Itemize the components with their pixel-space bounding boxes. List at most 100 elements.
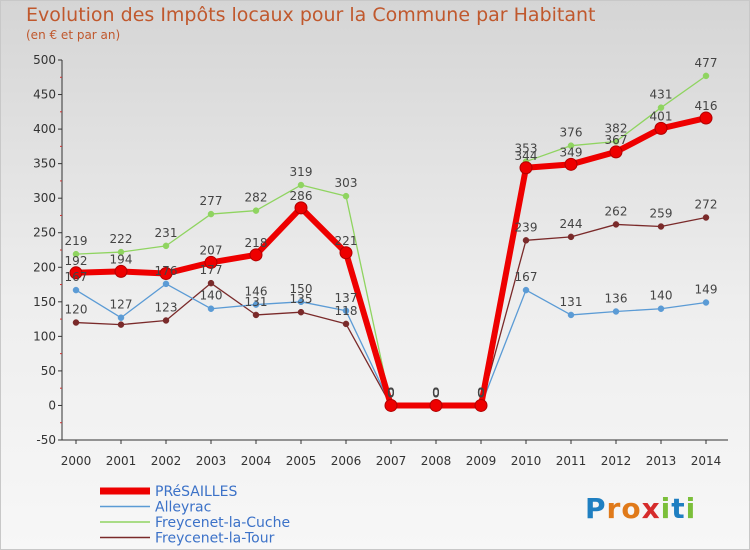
proxiti-logo: Proxiti	[585, 492, 696, 525]
data-label: 277	[200, 194, 223, 208]
data-point	[162, 242, 170, 250]
x-tick-label: 2014	[691, 454, 722, 468]
data-point	[567, 142, 575, 149]
x-tick-label: 2012	[601, 454, 632, 468]
data-label: 167	[515, 270, 538, 284]
data-label: 137	[335, 291, 358, 305]
data-point	[204, 255, 218, 269]
data-point	[252, 207, 260, 214]
logo-letter: t	[671, 492, 686, 525]
data-label: 0	[477, 385, 485, 399]
data-point	[522, 237, 530, 244]
data-point	[297, 308, 305, 316]
data-point	[72, 250, 80, 258]
data-point	[342, 320, 350, 328]
data-point	[609, 145, 623, 159]
data-label: 176	[155, 264, 178, 278]
data-point	[342, 307, 350, 315]
data-label: 431	[650, 88, 673, 102]
data-point	[117, 314, 125, 321]
legend-label: Freycenet-la-Tour	[155, 531, 275, 547]
data-label: 135	[290, 292, 313, 306]
data-point	[252, 301, 260, 308]
data-label: 0	[432, 385, 440, 399]
data-label: 282	[245, 191, 268, 205]
data-point	[294, 201, 308, 215]
data-label: 353	[515, 142, 538, 156]
logo-letter: x	[641, 492, 661, 525]
data-point	[117, 321, 125, 328]
y-tick-label: 350	[33, 157, 56, 171]
data-label: 259	[650, 207, 673, 221]
data-point	[114, 264, 128, 278]
data-point	[339, 246, 353, 260]
legend-label: Alleyrac	[155, 500, 211, 516]
data-label: 221	[335, 234, 358, 248]
data-point	[297, 298, 305, 306]
y-tick-label: 300	[33, 191, 56, 205]
data-label: 0	[477, 385, 485, 399]
data-label: 118	[335, 304, 358, 318]
legend-label: Freycenet-la-Cuche	[155, 515, 290, 531]
data-point	[702, 72, 710, 80]
logo-letter: P	[585, 492, 607, 525]
data-labels: 192 194 207 218 286 221 0 0 0 344 349 367 401 416 167 1…	[65, 56, 718, 401]
data-label: 344	[515, 149, 538, 163]
data-label: 319	[290, 165, 313, 179]
data-point	[207, 210, 215, 218]
logo-letter: o	[621, 492, 642, 525]
data-label: 262	[605, 204, 628, 218]
data-point	[702, 299, 710, 306]
y-tick-label: 200	[33, 260, 56, 274]
data-point	[654, 121, 668, 135]
x-tick-label: 2001	[106, 454, 137, 468]
y-tick-label: -50	[36, 433, 56, 447]
data-label: 303	[335, 176, 358, 190]
data-label: 167	[65, 270, 88, 284]
data-point	[612, 138, 620, 145]
data-label: 349	[560, 145, 583, 159]
data-point	[162, 280, 170, 288]
data-point	[72, 319, 80, 326]
data-label: 376	[560, 126, 583, 140]
data-label: 477	[695, 56, 718, 70]
data-point	[657, 305, 665, 312]
data-point	[342, 192, 350, 200]
data-label: 123	[155, 300, 178, 314]
data-label: 127	[110, 298, 133, 312]
x-tick-label: 2000	[61, 454, 92, 468]
data-point	[297, 181, 305, 189]
x-tick-label: 2011	[556, 454, 587, 468]
data-label: 136	[605, 291, 628, 305]
x-tick-label: 2006	[331, 454, 362, 468]
data-label: 0	[432, 385, 440, 399]
logo-letter: i	[685, 492, 697, 525]
x-tick-label: 2010	[511, 454, 542, 468]
data-point	[474, 398, 488, 412]
data-point	[522, 286, 530, 294]
data-point	[117, 248, 125, 256]
data-point	[429, 398, 443, 412]
chart-subtitle: (en € et par an)	[26, 28, 121, 42]
x-tick-label: 2009	[466, 454, 497, 468]
logo-letter: r	[606, 492, 622, 525]
data-label: 150	[290, 282, 313, 296]
data-label: 401	[650, 109, 673, 123]
data-point	[159, 266, 173, 280]
data-label: 140	[200, 289, 223, 303]
data-point	[699, 111, 713, 125]
y-tick-label: 500	[33, 53, 56, 67]
data-point	[207, 305, 215, 312]
data-label: 146	[245, 285, 268, 299]
y-tick-label: 250	[33, 226, 56, 240]
data-point	[657, 223, 665, 230]
y-tick-label: 150	[33, 295, 56, 309]
data-label: 0	[477, 386, 485, 400]
data-label: 272	[695, 198, 718, 212]
data-label: 0	[432, 385, 440, 399]
data-label: 207	[200, 243, 223, 257]
x-tick-label: 2002	[151, 454, 182, 468]
data-label: 244	[560, 217, 583, 231]
data-label: 120	[65, 303, 88, 317]
